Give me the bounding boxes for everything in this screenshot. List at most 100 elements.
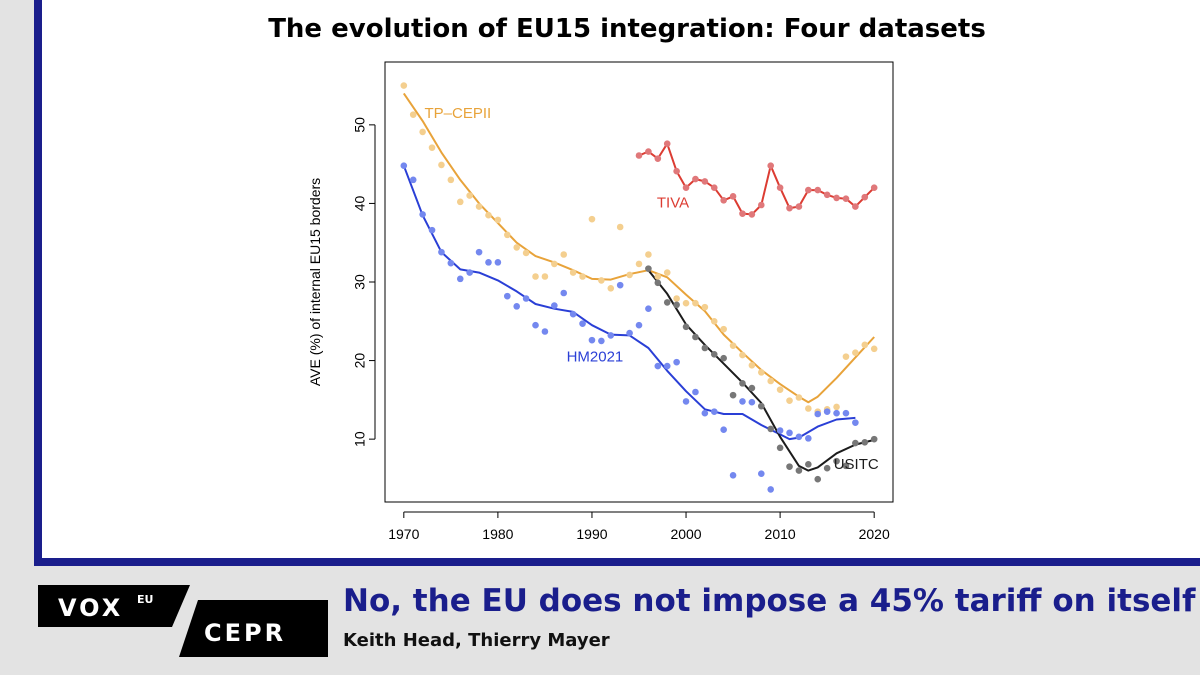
tiva-point xyxy=(776,184,784,192)
hm2021-point xyxy=(805,435,812,442)
tp-cepii-point xyxy=(513,244,521,251)
hm2021-point xyxy=(475,248,483,256)
hm2021-point xyxy=(588,336,596,344)
tp-cepii-point xyxy=(569,269,577,276)
tp-cepii-point xyxy=(748,361,756,369)
tiva-point xyxy=(720,196,727,204)
tp-cepii-point xyxy=(456,198,464,206)
usitc-point xyxy=(833,457,840,465)
tp-cepii-point xyxy=(870,345,878,353)
tp-cepii-point xyxy=(598,277,605,284)
hm2021-point xyxy=(852,419,859,426)
tp-cepii-point xyxy=(532,273,539,280)
hm2021-point xyxy=(419,211,426,218)
tiva-point xyxy=(767,162,775,170)
hm2021-point xyxy=(616,281,624,289)
tp-cepii-point xyxy=(767,377,775,385)
hm2021-point xyxy=(626,329,633,337)
hm2021-point xyxy=(673,358,680,366)
hm2021-point xyxy=(560,289,568,297)
hm2021-point xyxy=(710,408,718,415)
article-headline[interactable]: No, the EU does not impose a 45% tariff … xyxy=(343,583,1196,619)
tp-cepii-point xyxy=(400,82,408,89)
hm2021-point xyxy=(833,409,840,417)
usitc-point xyxy=(795,467,803,474)
tp-cepii-point xyxy=(466,192,473,199)
hm2021-point xyxy=(532,321,539,329)
usitc-point xyxy=(767,425,775,433)
hm2021-point xyxy=(569,310,577,318)
tiva-point xyxy=(663,140,671,148)
usitc-point xyxy=(870,435,878,443)
tp-cepii-point xyxy=(729,342,737,349)
hm2021-point xyxy=(757,470,765,478)
hm2021-point xyxy=(720,426,727,434)
hm2021-point xyxy=(748,398,756,406)
hm2021-point xyxy=(466,269,473,276)
logo-eu-text: EU xyxy=(137,593,153,606)
hm2021-point xyxy=(513,303,521,310)
tp-cepii-point xyxy=(795,394,803,401)
x-axis: 1970 1980 1990 2000 2010 2020 xyxy=(388,511,890,542)
tiva-point xyxy=(739,210,746,217)
usitc-point xyxy=(776,444,784,452)
tp-cepii-point xyxy=(852,349,859,357)
tiva-point xyxy=(682,184,690,192)
tp-cepii-point xyxy=(551,260,558,268)
chart-title: The evolution of EU15 integration: Four … xyxy=(268,14,986,44)
hm2021-point xyxy=(823,408,831,415)
y-tick-label: 10 xyxy=(352,431,368,447)
hm2021-point xyxy=(654,362,662,370)
hm2021-trend-line xyxy=(402,165,856,441)
vox-block xyxy=(38,585,190,627)
tp-cepii-point xyxy=(588,215,596,223)
usitc-point xyxy=(748,384,756,392)
y-tick-label: 20 xyxy=(352,353,368,369)
hm2021-point xyxy=(701,409,709,417)
tp-cepii-series-label: TP–CEPII xyxy=(425,105,492,122)
tiva-point xyxy=(805,186,812,194)
hm2021-point xyxy=(814,410,822,418)
usitc-point xyxy=(757,402,765,410)
tp-cepii-point xyxy=(635,260,643,268)
tiva-point xyxy=(701,178,709,185)
tiva-point xyxy=(673,167,680,175)
usitc-point xyxy=(823,464,831,472)
y-tick-label: 40 xyxy=(352,195,368,211)
x-tick-label: 1980 xyxy=(482,526,513,542)
tp-cepii-point xyxy=(607,284,615,292)
tp-cepii-point xyxy=(833,403,840,411)
y-axis: 10 20 30 40 50 xyxy=(352,117,376,447)
tiva-point xyxy=(692,175,699,183)
tp-cepii-trend-line xyxy=(402,92,875,404)
hm2021-series-label: HM2021 xyxy=(567,348,624,365)
data-points xyxy=(400,82,878,493)
tiva-point xyxy=(870,184,878,192)
hm2021-point xyxy=(438,248,445,256)
tiva-point xyxy=(654,155,662,162)
tiva-point xyxy=(729,193,737,200)
hm2021-point xyxy=(729,471,737,479)
logo-vox-text: VOX xyxy=(58,594,123,622)
hm2021-point xyxy=(607,332,615,339)
tp-cepii-point xyxy=(560,251,568,258)
usitc-point xyxy=(710,350,718,358)
tiva-point xyxy=(842,195,850,203)
tiva-point xyxy=(814,186,822,194)
tp-cepii-point xyxy=(475,203,483,210)
tp-cepii-point xyxy=(720,325,727,333)
tiva-point xyxy=(757,201,765,209)
tp-cepii-point xyxy=(654,273,662,280)
tiva-point xyxy=(852,203,859,210)
x-tick-label: 2000 xyxy=(670,526,701,542)
tiva-point xyxy=(710,184,718,192)
hm2021-point xyxy=(767,486,775,493)
tp-cepii-point xyxy=(739,351,746,359)
tp-cepii-point xyxy=(503,231,511,239)
y-tick-label: 30 xyxy=(352,274,368,290)
trend-lines xyxy=(402,92,875,472)
tiva-point xyxy=(833,194,840,202)
y-tick-label: 50 xyxy=(352,117,368,133)
usitc-point xyxy=(720,354,727,362)
voxeu-cepr-logo: VOX EU CEPR xyxy=(38,585,328,657)
